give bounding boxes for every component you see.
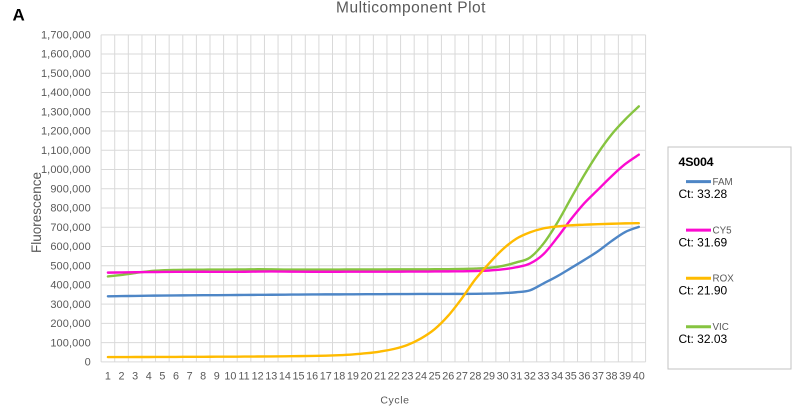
- svg-text:1,400,000: 1,400,000: [41, 87, 91, 99]
- svg-text:34: 34: [551, 371, 563, 383]
- svg-text:33: 33: [538, 371, 550, 383]
- svg-text:VIC: VIC: [713, 322, 729, 333]
- svg-text:7: 7: [187, 371, 193, 383]
- svg-text:700,000: 700,000: [50, 222, 90, 234]
- svg-text:27: 27: [456, 371, 468, 383]
- svg-text:10: 10: [224, 371, 236, 383]
- svg-text:300,000: 300,000: [50, 299, 90, 311]
- svg-text:8: 8: [200, 371, 206, 383]
- svg-text:6: 6: [173, 371, 179, 383]
- svg-text:1,700,000: 1,700,000: [41, 29, 91, 41]
- svg-text:Ct: 32.03: Ct: 32.03: [679, 332, 728, 346]
- svg-text:500,000: 500,000: [50, 260, 90, 272]
- svg-text:37: 37: [592, 371, 604, 383]
- svg-text:1,200,000: 1,200,000: [41, 126, 91, 138]
- svg-text:1,500,000: 1,500,000: [41, 68, 91, 80]
- svg-text:3: 3: [132, 371, 138, 383]
- svg-text:36: 36: [578, 371, 590, 383]
- svg-text:17: 17: [320, 371, 332, 383]
- svg-text:14: 14: [279, 371, 291, 383]
- svg-text:2: 2: [119, 371, 125, 383]
- svg-text:1,100,000: 1,100,000: [41, 145, 91, 157]
- svg-text:24: 24: [415, 371, 427, 383]
- svg-text:100,000: 100,000: [50, 337, 90, 349]
- svg-text:600,000: 600,000: [50, 241, 90, 253]
- svg-text:18: 18: [333, 371, 345, 383]
- svg-text:200,000: 200,000: [50, 318, 90, 330]
- svg-text:Ct: 31.69: Ct: 31.69: [679, 235, 728, 249]
- svg-text:31: 31: [510, 371, 522, 383]
- svg-text:16: 16: [306, 371, 318, 383]
- svg-text:Ct: 21.90: Ct: 21.90: [679, 284, 728, 298]
- svg-text:CY5: CY5: [713, 226, 733, 237]
- svg-text:11: 11: [238, 371, 249, 383]
- svg-text:25: 25: [429, 371, 441, 383]
- svg-text:30: 30: [497, 371, 509, 383]
- svg-text:800,000: 800,000: [50, 203, 90, 215]
- svg-text:13: 13: [265, 371, 277, 383]
- svg-text:26: 26: [442, 371, 454, 383]
- svg-text:1: 1: [105, 371, 111, 383]
- svg-text:4S004: 4S004: [679, 155, 714, 169]
- svg-text:19: 19: [347, 371, 359, 383]
- svg-text:20: 20: [361, 371, 373, 383]
- svg-text:0: 0: [85, 357, 91, 369]
- svg-text:A: A: [13, 6, 25, 25]
- svg-text:12: 12: [252, 371, 264, 383]
- svg-text:15: 15: [292, 371, 304, 383]
- svg-text:23: 23: [401, 371, 413, 383]
- svg-text:32: 32: [524, 371, 536, 383]
- svg-text:35: 35: [565, 371, 577, 383]
- svg-text:Fluorescence: Fluorescence: [29, 172, 44, 253]
- svg-text:5: 5: [159, 371, 165, 383]
- svg-text:Multicomponent Plot: Multicomponent Plot: [336, 0, 486, 17]
- svg-text:29: 29: [483, 371, 495, 383]
- svg-text:FAM: FAM: [713, 177, 733, 188]
- svg-text:38: 38: [606, 371, 618, 383]
- svg-text:900,000: 900,000: [50, 183, 90, 195]
- svg-text:Ct: 33.28: Ct: 33.28: [679, 187, 728, 201]
- svg-text:ROX: ROX: [713, 274, 735, 285]
- svg-text:1,300,000: 1,300,000: [41, 106, 91, 118]
- svg-text:400,000: 400,000: [50, 280, 90, 292]
- svg-text:22: 22: [388, 371, 400, 383]
- svg-text:Cycle: Cycle: [380, 395, 409, 407]
- svg-text:21: 21: [374, 371, 386, 383]
- svg-text:39: 39: [619, 371, 631, 383]
- svg-text:1,000,000: 1,000,000: [41, 164, 91, 176]
- svg-text:28: 28: [469, 371, 481, 383]
- svg-text:9: 9: [214, 371, 220, 383]
- svg-text:4: 4: [146, 371, 152, 383]
- svg-text:40: 40: [633, 371, 645, 383]
- svg-text:1,600,000: 1,600,000: [41, 49, 91, 61]
